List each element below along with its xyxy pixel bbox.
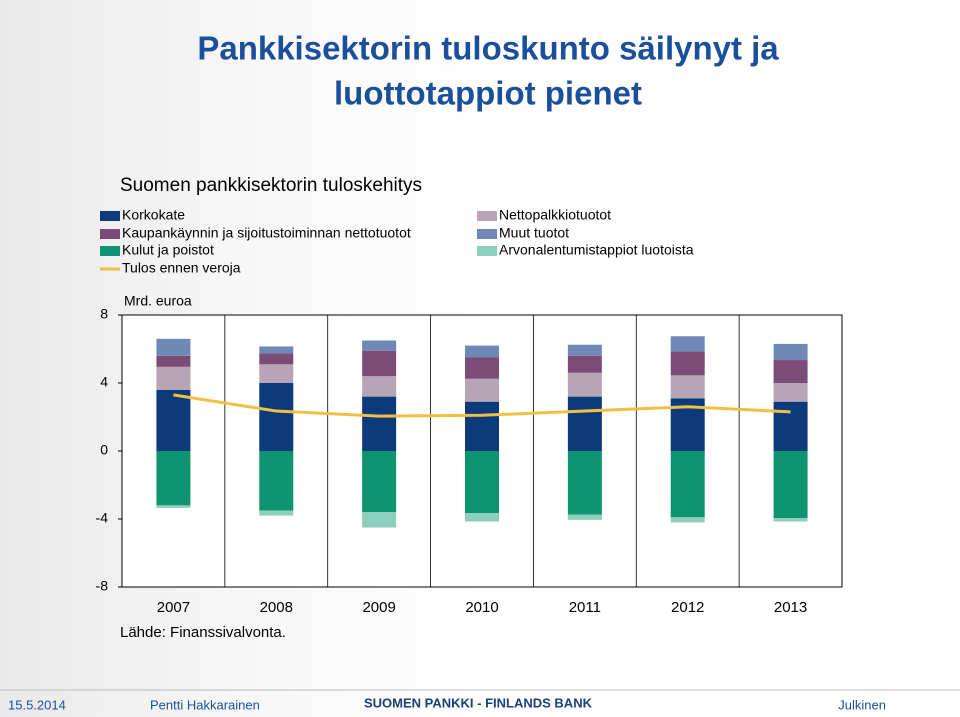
bar-segment <box>362 451 397 513</box>
bar-segment <box>362 376 397 397</box>
legend-label: Arvonalentumistappiot luotoista <box>499 242 694 258</box>
y-tick-label: -8 <box>96 578 109 594</box>
bar-segment <box>465 451 499 514</box>
legend-label: Tulos ennen veroja <box>122 260 241 276</box>
legend-label: Nettopalkkiotuotot <box>499 207 611 223</box>
bar-segment <box>773 343 808 361</box>
bar-segment <box>670 451 705 518</box>
bar-segment <box>156 366 191 390</box>
y-tick-label: 4 <box>100 374 108 390</box>
bar-segment <box>259 451 294 511</box>
bar-segment <box>156 389 191 451</box>
bar-segment <box>156 505 191 508</box>
y-axis-label: Mrd. euroa <box>124 293 192 309</box>
bar-segment <box>670 336 705 352</box>
bar-segment <box>773 383 808 402</box>
bar-segment <box>567 355 602 373</box>
bar-segment <box>465 357 499 379</box>
bar-segment <box>773 401 808 451</box>
bar-segment <box>259 353 294 365</box>
bar-segment <box>567 451 602 515</box>
bar-segment <box>156 338 191 356</box>
bar-segment <box>567 514 602 520</box>
bar-segment <box>465 401 499 451</box>
line-series <box>173 393 791 418</box>
bar-segment <box>465 378 499 402</box>
bar-segment <box>567 344 602 356</box>
footer-author: Pentti Hakkarainen <box>150 697 260 712</box>
bar-segment <box>156 355 191 367</box>
legend-label: Kaupankäynnin ja sijoitustoiminnan netto… <box>122 225 411 241</box>
legend-label: Muut tuotot <box>499 225 569 241</box>
slide-title: Pankkisektorin tuloskunto säilynyt ja <box>197 30 779 67</box>
bar-segment <box>670 351 705 376</box>
legend-swatch <box>477 246 497 256</box>
bar-segment <box>773 518 808 522</box>
legend-swatch <box>100 229 120 239</box>
legend-swatch <box>477 211 497 221</box>
chart-title: Suomen pankkisektorin tuloskehitys <box>120 175 422 196</box>
bar-segment <box>362 396 397 451</box>
footer-date: 15.5.2014 <box>8 697 66 712</box>
footer-bank: SUOMEN PANKKI - FINLANDS BANK <box>364 695 593 710</box>
y-tick-label: -4 <box>96 510 109 526</box>
bar-segment <box>156 451 191 506</box>
bar-segment <box>567 372 602 397</box>
x-tick-label: 2011 <box>569 599 601 616</box>
legend-label: Kulut ja poistot <box>122 242 214 258</box>
x-tick-label: 2007 <box>157 599 190 616</box>
slide-title: luottotappiot pienet <box>334 75 642 112</box>
bar-segment <box>362 340 397 351</box>
bar-segment <box>465 345 499 358</box>
x-tick-label: 2013 <box>774 599 807 616</box>
legend-swatch <box>100 246 120 256</box>
bar-segment <box>259 346 294 354</box>
legend-swatch <box>100 211 120 221</box>
x-tick-label: 2012 <box>671 599 704 616</box>
x-tick-label: 2010 <box>465 599 498 616</box>
bar-segment <box>567 396 602 451</box>
bar-segment <box>259 510 294 516</box>
source: Lähde: Finanssivalvonta. <box>120 624 286 641</box>
x-tick-label: 2008 <box>260 599 293 616</box>
bar-segment <box>773 451 808 519</box>
bar-segment <box>259 383 294 451</box>
bar-segment <box>773 360 808 383</box>
bar-segment <box>670 517 705 523</box>
footer-classification: Julkinen <box>838 697 886 712</box>
bar-segment <box>259 364 294 383</box>
y-tick-label: 8 <box>100 306 108 322</box>
bar-segment <box>362 512 397 528</box>
legend-label: Korkokate <box>122 207 185 223</box>
legend-swatch <box>477 229 497 239</box>
bar-segment <box>465 513 499 522</box>
bar-segment <box>362 350 397 377</box>
y-tick-label: 0 <box>100 442 108 458</box>
bar-segment <box>670 375 705 399</box>
x-tick-label: 2009 <box>362 599 395 616</box>
